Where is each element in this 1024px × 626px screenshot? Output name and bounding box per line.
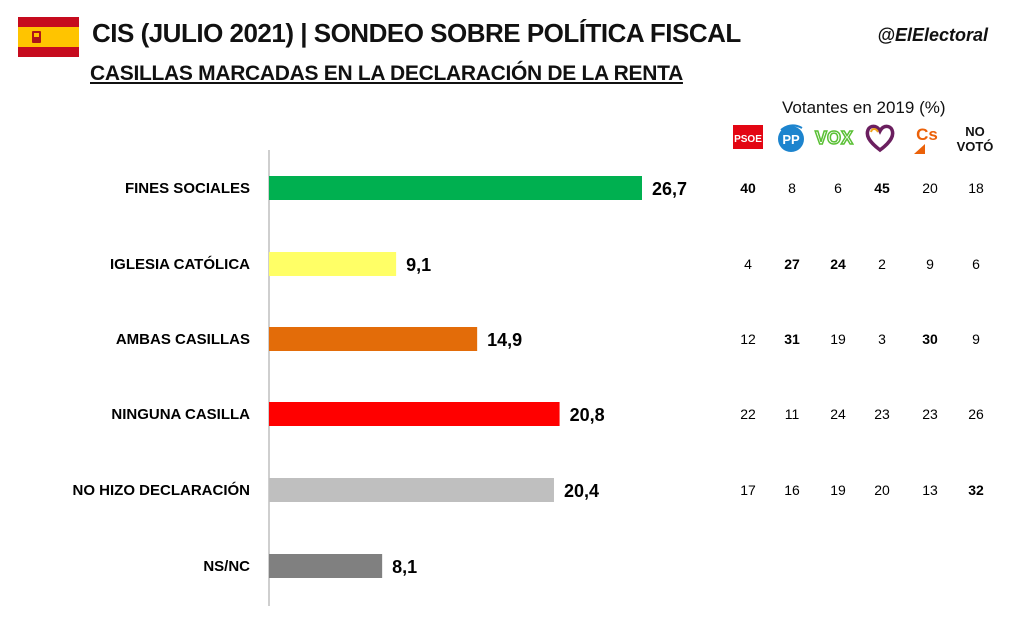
bar xyxy=(269,554,383,578)
cs-logo-text: Cs xyxy=(916,125,938,144)
category-label: NO HIZO DECLARACIÓN xyxy=(73,481,251,499)
psoe-logo-icon: PSOE xyxy=(733,125,763,149)
category-label: AMBAS CASILLAS xyxy=(116,331,250,348)
table-cell: 16 xyxy=(784,482,800,498)
table-cell: 40 xyxy=(740,180,756,196)
table-cell: 20 xyxy=(874,482,890,498)
table-cell: 6 xyxy=(834,180,842,196)
bar-value-label: 9,1 xyxy=(406,255,431,275)
table-cell: 6 xyxy=(972,256,980,272)
bar-value-label: 20,8 xyxy=(570,405,605,425)
spain-flag-icon xyxy=(18,17,79,57)
heart-outline xyxy=(865,124,895,153)
psoe-logo-text: PSOE xyxy=(734,134,762,145)
bar xyxy=(269,176,642,200)
bar xyxy=(269,252,397,276)
table-cell: 8 xyxy=(788,180,796,196)
table-cell: 3 xyxy=(878,331,886,347)
table-cell: 19 xyxy=(830,482,846,498)
table-cell: 32 xyxy=(968,482,984,498)
bar-value-label: 26,7 xyxy=(652,179,687,199)
heart-accent xyxy=(870,128,879,133)
table-cell: 30 xyxy=(922,331,938,347)
table-cell: 24 xyxy=(830,406,846,422)
psoe-logo-bg xyxy=(733,125,763,149)
no-voto-label-text: NO VOTÓ xyxy=(957,124,994,154)
bar xyxy=(269,478,554,502)
table-cell: 19 xyxy=(830,331,846,347)
pp-logo-arc xyxy=(780,124,803,131)
table-cell: 11 xyxy=(785,406,800,422)
category-label: FINES SOCIALES xyxy=(125,180,250,197)
table-cell: 9 xyxy=(926,256,934,272)
pp-logo-circle xyxy=(778,126,804,152)
author-handle: @ElElectoral xyxy=(877,25,988,45)
flag-coat-detail xyxy=(34,33,39,37)
table-cell: 20 xyxy=(922,180,938,196)
table-cell: 24 xyxy=(830,256,846,272)
category-label: NS/NC xyxy=(203,558,250,575)
table-header: Votantes en 2019 (%) xyxy=(782,98,946,117)
table-cell: 17 xyxy=(740,482,756,498)
bar-value-label: 20,4 xyxy=(564,481,599,501)
table-cell: 23 xyxy=(922,406,938,422)
bar-value-label: 8,1 xyxy=(392,557,417,577)
pp-logo-icon: PP xyxy=(778,124,804,152)
table-cell: 27 xyxy=(784,256,800,272)
table-cell: 2 xyxy=(878,256,886,272)
table-cell: 4 xyxy=(744,256,752,272)
flag-stripe-bottom xyxy=(18,47,79,57)
cs-logo-triangle xyxy=(914,144,925,154)
category-label: NINGUNA CASILLA xyxy=(111,406,250,423)
pp-logo-text: PP xyxy=(782,132,800,147)
table-cell: 18 xyxy=(968,180,984,196)
flag-stripe-top xyxy=(18,17,79,27)
table-cell: 23 xyxy=(874,406,890,422)
table-cell: 26 xyxy=(968,406,984,422)
chart-subtitle: CASILLAS MARCADAS EN LA DECLARACIÓN DE L… xyxy=(90,62,683,85)
table-cell: 31 xyxy=(784,331,800,347)
table-cell: 13 xyxy=(922,482,938,498)
category-label: IGLESIA CATÓLICA xyxy=(110,255,250,273)
table-cell: 12 xyxy=(740,331,756,347)
unidas-podemos-heart-icon xyxy=(865,124,895,153)
chart-title: CIS (JULIO 2021) | SONDEO SOBRE POLÍTICA… xyxy=(92,18,741,48)
no-voto-column-label: NO VOTÓ xyxy=(957,124,994,154)
vox-logo-icon: VOX xyxy=(814,127,854,149)
table-cell: 45 xyxy=(874,180,890,196)
no-voto-label-line: VOTÓ xyxy=(957,139,994,154)
ciudadanos-logo-icon: Cs xyxy=(914,125,938,154)
table-cell: 9 xyxy=(972,331,980,347)
bar-value-label: 14,9 xyxy=(487,330,522,350)
bar xyxy=(269,327,478,351)
vox-logo-text: VOX xyxy=(815,128,853,148)
bar xyxy=(269,402,560,426)
no-voto-label-line: NO xyxy=(965,124,985,139)
table-cell: 22 xyxy=(740,406,756,422)
